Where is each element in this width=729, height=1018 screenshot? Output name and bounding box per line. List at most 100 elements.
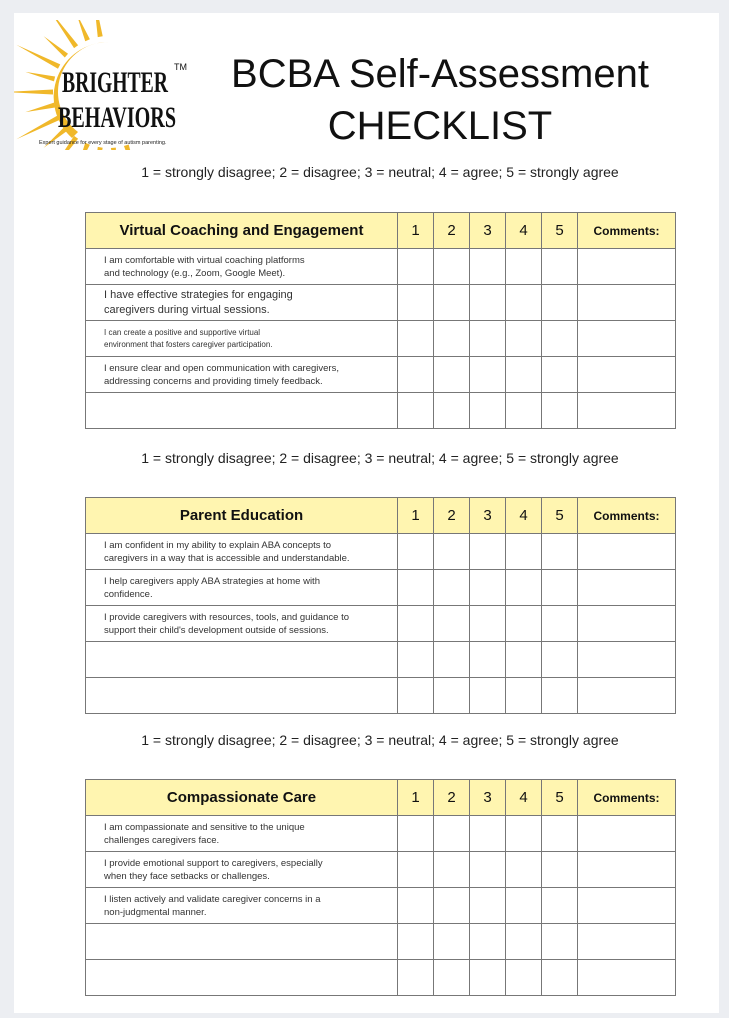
- rating-column-header: 5: [541, 497, 578, 534]
- rating-cell-3[interactable]: [469, 815, 506, 852]
- rating-cell-3[interactable]: [469, 356, 506, 393]
- rating-cell-1[interactable]: [397, 959, 434, 996]
- rating-cell-4[interactable]: [505, 677, 542, 714]
- rating-cell-5[interactable]: [541, 815, 578, 852]
- rating-cell-2[interactable]: [433, 959, 470, 996]
- comments-cell[interactable]: [577, 248, 676, 285]
- rating-cell-5[interactable]: [541, 392, 578, 429]
- comments-cell[interactable]: [577, 815, 676, 852]
- rating-cell-3[interactable]: [469, 959, 506, 996]
- rating-cell-3[interactable]: [469, 605, 506, 642]
- rating-cell-5[interactable]: [541, 320, 578, 357]
- comments-cell[interactable]: [577, 392, 676, 429]
- sun-ray: [25, 102, 56, 113]
- rating-cell-5[interactable]: [541, 284, 578, 321]
- rating-cell-5[interactable]: [541, 605, 578, 642]
- rating-cell-4[interactable]: [505, 569, 542, 606]
- rating-column-header: 1: [397, 212, 434, 249]
- rating-cell-2[interactable]: [433, 815, 470, 852]
- rating-cell-5[interactable]: [541, 356, 578, 393]
- rating-cell-2[interactable]: [433, 248, 470, 285]
- comments-cell[interactable]: [577, 533, 676, 570]
- comments-cell[interactable]: [577, 569, 676, 606]
- rating-cell-3[interactable]: [469, 320, 506, 357]
- rating-cell-1[interactable]: [397, 923, 434, 960]
- rating-cell-4[interactable]: [505, 923, 542, 960]
- rating-cell-5[interactable]: [541, 248, 578, 285]
- rating-cell-4[interactable]: [505, 356, 542, 393]
- comments-cell[interactable]: [577, 641, 676, 678]
- rating-cell-1[interactable]: [397, 887, 434, 924]
- rating-cell-2[interactable]: [433, 605, 470, 642]
- rating-cell-4[interactable]: [505, 959, 542, 996]
- rating-cell-1[interactable]: [397, 815, 434, 852]
- rating-cell-3[interactable]: [469, 887, 506, 924]
- rating-cell-4[interactable]: [505, 392, 542, 429]
- rating-cell-4[interactable]: [505, 887, 542, 924]
- comments-cell[interactable]: [577, 887, 676, 924]
- rating-column-header: 3: [469, 212, 506, 249]
- rating-cell-4[interactable]: [505, 815, 542, 852]
- rating-cell-4[interactable]: [505, 533, 542, 570]
- statement: [85, 641, 398, 678]
- rating-cell-2[interactable]: [433, 641, 470, 678]
- rating-cell-2[interactable]: [433, 569, 470, 606]
- rating-cell-1[interactable]: [397, 533, 434, 570]
- rating-cell-1[interactable]: [397, 605, 434, 642]
- rating-cell-2[interactable]: [433, 923, 470, 960]
- rating-cell-1[interactable]: [397, 248, 434, 285]
- rating-cell-2[interactable]: [433, 851, 470, 888]
- rating-cell-2[interactable]: [433, 356, 470, 393]
- comments-cell[interactable]: [577, 923, 676, 960]
- comments-cell[interactable]: [577, 284, 676, 321]
- rating-cell-5[interactable]: [541, 959, 578, 996]
- comments-cell[interactable]: [577, 677, 676, 714]
- rating-cell-2[interactable]: [433, 677, 470, 714]
- rating-column-header: 5: [541, 779, 578, 816]
- rating-cell-3[interactable]: [469, 248, 506, 285]
- rating-cell-4[interactable]: [505, 284, 542, 321]
- rating-cell-5[interactable]: [541, 887, 578, 924]
- table-row: I am compassionate and sensitive to the …: [85, 815, 676, 852]
- rating-cell-5[interactable]: [541, 533, 578, 570]
- rating-cell-1[interactable]: [397, 284, 434, 321]
- rating-cell-3[interactable]: [469, 569, 506, 606]
- rating-cell-1[interactable]: [397, 356, 434, 393]
- rating-cell-2[interactable]: [433, 533, 470, 570]
- brighter-behaviors-logo: BRIGHTER BEHAVIORS TM Expert guidance fo…: [5, 0, 204, 195]
- rating-cell-4[interactable]: [505, 641, 542, 678]
- rating-cell-3[interactable]: [469, 392, 506, 429]
- rating-cell-4[interactable]: [505, 605, 542, 642]
- rating-cell-3[interactable]: [469, 851, 506, 888]
- rating-cell-3[interactable]: [469, 533, 506, 570]
- rating-cell-5[interactable]: [541, 851, 578, 888]
- rating-cell-1[interactable]: [397, 677, 434, 714]
- rating-cell-1[interactable]: [397, 569, 434, 606]
- rating-cell-5[interactable]: [541, 569, 578, 606]
- rating-cell-5[interactable]: [541, 641, 578, 678]
- rating-cell-5[interactable]: [541, 923, 578, 960]
- rating-cell-1[interactable]: [397, 641, 434, 678]
- rating-cell-2[interactable]: [433, 887, 470, 924]
- rating-cell-5[interactable]: [541, 677, 578, 714]
- comments-cell[interactable]: [577, 851, 676, 888]
- rating-cell-4[interactable]: [505, 851, 542, 888]
- statement: I provide caregivers with resources, too…: [85, 605, 398, 642]
- rating-cell-4[interactable]: [505, 248, 542, 285]
- rating-cell-2[interactable]: [433, 320, 470, 357]
- rating-cell-3[interactable]: [469, 641, 506, 678]
- rating-cell-2[interactable]: [433, 284, 470, 321]
- rating-cell-3[interactable]: [469, 923, 506, 960]
- rating-cell-3[interactable]: [469, 284, 506, 321]
- comments-cell[interactable]: [577, 320, 676, 357]
- rating-cell-2[interactable]: [433, 392, 470, 429]
- rating-cell-3[interactable]: [469, 677, 506, 714]
- rating-cell-1[interactable]: [397, 392, 434, 429]
- comments-cell[interactable]: [577, 959, 676, 996]
- comments-cell[interactable]: [577, 605, 676, 642]
- rating-cell-4[interactable]: [505, 320, 542, 357]
- sun-ray: [92, 146, 103, 195]
- rating-cell-1[interactable]: [397, 851, 434, 888]
- comments-cell[interactable]: [577, 356, 676, 393]
- rating-cell-1[interactable]: [397, 320, 434, 357]
